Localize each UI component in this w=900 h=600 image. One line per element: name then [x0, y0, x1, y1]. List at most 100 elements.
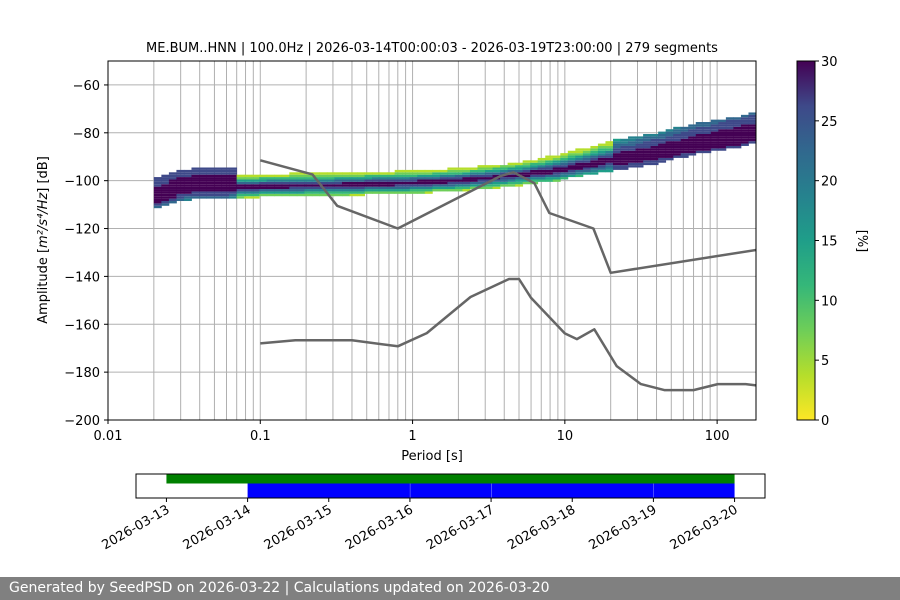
psd-bin: [319, 181, 328, 185]
psd-bin: [673, 131, 682, 134]
psd-bin: [168, 186, 177, 190]
psd-bin: [718, 148, 727, 151]
psd-bin: [710, 148, 719, 151]
psd-bin: [379, 179, 388, 182]
psd-bin: [545, 179, 554, 182]
psd-bin: [266, 193, 275, 197]
psd-bin: [567, 153, 576, 156]
psd-bin: [748, 122, 756, 125]
psd-bin: [206, 172, 215, 175]
psd-bin: [161, 179, 170, 182]
psd-bin: [229, 191, 238, 194]
footer-text: Generated by SeedPSD on 2026-03-22 | Cal…: [9, 580, 550, 596]
psd-bin: [266, 179, 275, 182]
psd-bin: [710, 124, 719, 127]
timeline-tick-label: 2026-03-14: [181, 502, 254, 553]
psd-bin: [628, 148, 636, 151]
psd-bin: [469, 179, 478, 182]
timeline-axis: 2026-03-13 2026-03-14 2026-03-15 2026-03-16…: [99, 498, 741, 553]
psd-bin: [485, 184, 493, 187]
psd-bin: [485, 169, 493, 173]
psd-bin: [447, 169, 456, 173]
psd-bin: [740, 119, 749, 123]
psd-bin: [251, 193, 260, 197]
psd-bin: [620, 150, 629, 154]
psd-bin: [229, 196, 238, 199]
psd-bin: [387, 179, 396, 182]
psd-bin: [372, 189, 381, 192]
psd-bin: [183, 179, 192, 182]
psd-bin: [695, 133, 704, 137]
psd-bin: [176, 172, 185, 175]
psd-bin: [183, 177, 192, 180]
psd-bin: [733, 124, 742, 127]
psd-bin: [575, 160, 584, 163]
psd-bin: [612, 162, 621, 166]
psd-bin: [439, 177, 448, 180]
psd-bin: [469, 169, 478, 173]
psd-bin: [439, 181, 448, 185]
psd-bin: [432, 174, 441, 178]
psd-bin: [183, 169, 192, 173]
psd-bin: [673, 141, 682, 144]
psd-bin: [447, 189, 456, 192]
psd-bin: [703, 143, 712, 146]
psd-bin: [326, 177, 335, 180]
psd-bin: [537, 177, 546, 180]
psd-bin: [477, 169, 486, 173]
psd-bin: [688, 148, 697, 151]
psd-bin: [530, 179, 539, 182]
psd-bin: [236, 179, 245, 182]
psd-bin: [176, 177, 185, 180]
psd-bin: [718, 141, 727, 144]
psd-bin: [183, 174, 192, 178]
psd-bin: [492, 167, 501, 170]
psd-bin: [612, 148, 621, 151]
psd-bin: [469, 177, 478, 180]
psd-bin: [605, 153, 614, 156]
psd-bin: [620, 157, 629, 161]
psd-bin: [244, 179, 253, 182]
psd-bin: [191, 184, 200, 187]
psd-bin: [688, 153, 697, 156]
psd-bin: [417, 181, 426, 185]
psd-bin: [748, 112, 756, 115]
psd-bin: [605, 141, 614, 144]
psd-bin: [417, 177, 426, 180]
psd-bin: [266, 189, 275, 192]
psd-bin: [229, 193, 238, 197]
psd-bin: [244, 191, 253, 194]
psd-bin: [500, 169, 509, 173]
psd-bin: [342, 184, 350, 187]
psd-bin: [447, 167, 456, 170]
psd-bin: [161, 174, 170, 178]
psd-bin: [703, 126, 712, 130]
psd-bin: [733, 126, 742, 130]
psd-bin: [221, 172, 230, 175]
psd-bin: [311, 191, 320, 194]
psd-bin: [575, 157, 584, 161]
psd-bin: [379, 186, 388, 190]
psd-bin: [545, 169, 554, 173]
psd-bin: [417, 184, 426, 187]
psd-heatmap: [153, 112, 756, 209]
psd-bin: [575, 155, 584, 158]
psd-bin: [439, 189, 448, 192]
psd-bin: [153, 201, 162, 204]
psd-bin: [748, 117, 756, 120]
psd-bin: [643, 162, 652, 166]
psd-bin: [530, 174, 539, 178]
psd-bin: [605, 162, 614, 166]
psd-bin: [259, 186, 268, 190]
psd-bin: [567, 157, 576, 161]
psd-bin: [183, 186, 192, 190]
psd-bin: [334, 184, 343, 187]
psd-bin: [319, 179, 328, 182]
psd-bin: [552, 155, 561, 158]
psd-bin: [665, 131, 674, 134]
psd-bin: [206, 174, 215, 178]
psd-bin: [740, 136, 749, 139]
psd-bin: [530, 172, 539, 175]
psd-bin: [214, 184, 222, 187]
psd-bin: [199, 177, 207, 180]
